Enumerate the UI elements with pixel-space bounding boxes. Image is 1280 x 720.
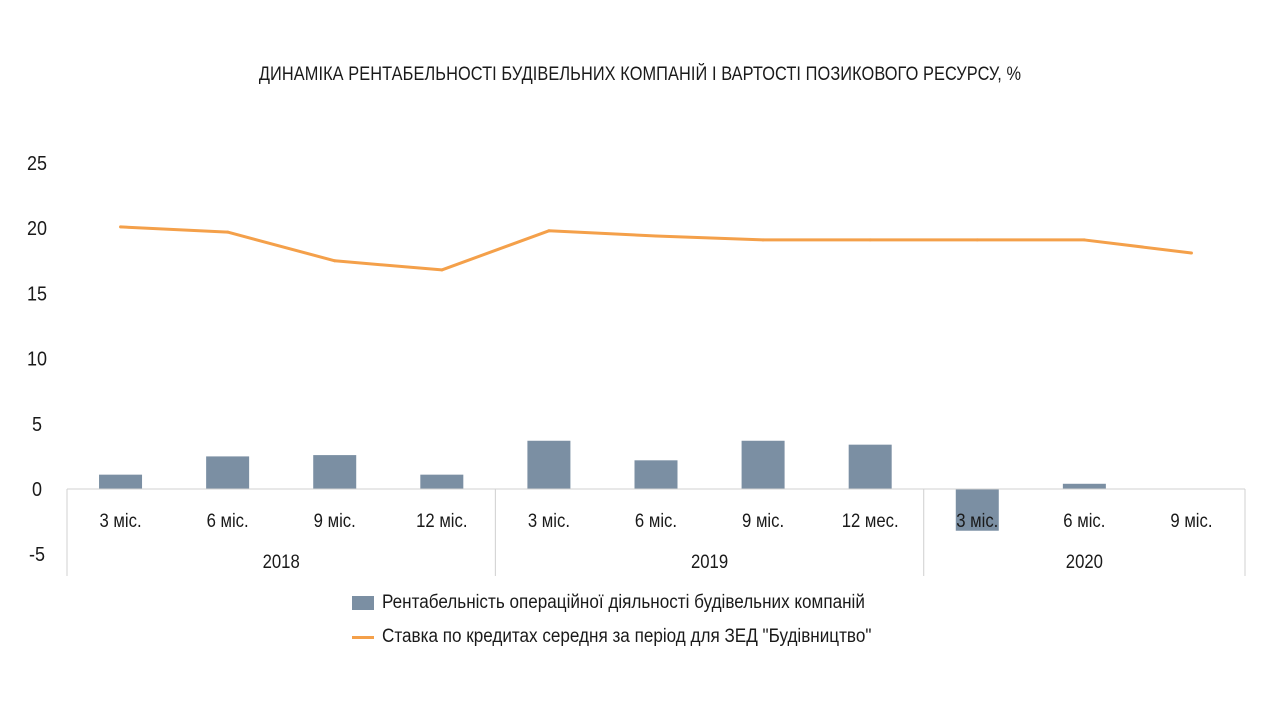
line-point [975, 238, 979, 242]
line-point [761, 238, 765, 242]
bar [206, 456, 250, 489]
line-point [547, 229, 551, 233]
legend-label-bar: Рентабельність операційної діяльності бу… [382, 592, 865, 613]
bar [848, 444, 892, 489]
category-label: 9 міс. [314, 510, 356, 531]
legend-swatch-bar [352, 596, 374, 610]
line-point [1082, 238, 1086, 242]
bar [99, 474, 143, 489]
line-point [333, 259, 337, 263]
line-point [1189, 251, 1193, 255]
y-tick-label: 25 [27, 153, 47, 175]
bar [313, 455, 357, 489]
y-tick-label: 0 [32, 479, 42, 501]
y-tick-label: 15 [27, 284, 47, 306]
category-label: 12 міс. [416, 510, 467, 531]
chart-legend: Рентабельність операційної діяльності бу… [352, 586, 926, 654]
bar [420, 474, 464, 489]
y-tick-label: 20 [27, 218, 47, 240]
line-point [119, 225, 123, 229]
y-tick-label: -5 [29, 544, 45, 566]
line-point [868, 238, 872, 242]
category-label: 3 міс. [99, 510, 141, 531]
bar [634, 460, 678, 489]
y-tick-label: 10 [27, 349, 47, 371]
line-series [120, 225, 1192, 272]
group-label: 2018 [263, 551, 300, 572]
category-label: 6 міс. [207, 510, 249, 531]
y-tick-label: 5 [32, 414, 42, 436]
line-point [226, 230, 230, 234]
bar [741, 440, 785, 489]
legend-label-line: Ставка по кредитах середня за період для… [382, 626, 872, 647]
legend-item-line: Ставка по кредитах середня за період для… [352, 620, 926, 654]
bar [1062, 483, 1106, 489]
category-label: 3 міс. [956, 510, 998, 531]
category-label: 9 міс. [742, 510, 784, 531]
category-label: 6 міс. [1063, 510, 1105, 531]
bar [527, 440, 571, 489]
category-label: 3 міс. [528, 510, 570, 531]
category-label: 12 мес. [842, 510, 899, 531]
group-label: 2020 [1066, 551, 1103, 572]
group-label: 2019 [691, 551, 728, 572]
legend-item-bar: Рентабельність операційної діяльності бу… [352, 586, 926, 620]
category-label: 6 міс. [635, 510, 677, 531]
category-label: 9 міс. [1170, 510, 1212, 531]
line-point [654, 234, 658, 238]
legend-swatch-line [352, 635, 374, 639]
bar [955, 489, 999, 531]
line-point [440, 268, 444, 272]
chart-title: ДИНАМІКА РЕНТАБЕЛЬНОСТІ БУДІВЕЛЬНИХ КОМП… [258, 64, 1022, 85]
